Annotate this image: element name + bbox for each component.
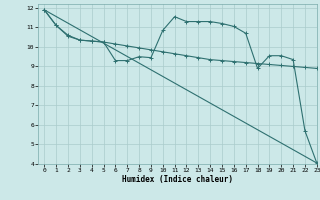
X-axis label: Humidex (Indice chaleur): Humidex (Indice chaleur) [122,175,233,184]
